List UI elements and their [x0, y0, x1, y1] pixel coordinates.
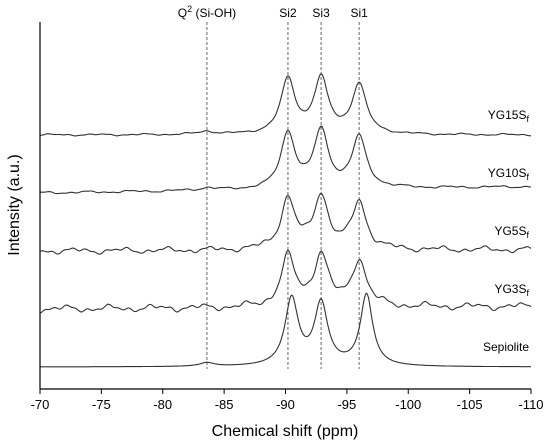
- axes: [39, 22, 531, 390]
- x-tick-label: -85: [215, 397, 234, 412]
- series-line: [39, 193, 532, 255]
- series-line: [39, 125, 531, 195]
- x-tick-label: -110: [518, 397, 543, 412]
- series-label: Sepiolite: [483, 340, 529, 354]
- reference-label: Si1: [350, 6, 368, 20]
- x-tick-label: -90: [276, 397, 295, 412]
- x-tick-label: -80: [153, 397, 172, 412]
- series-line: [40, 292, 531, 368]
- x-tick-label: -100: [395, 397, 421, 412]
- x-tick-label: -70: [31, 397, 50, 412]
- reference-label: Si3: [312, 6, 330, 20]
- series-line: [39, 73, 532, 137]
- x-axis-title: Chemical shift (ppm): [212, 423, 359, 440]
- x-tick-label: -95: [337, 397, 356, 412]
- x-tick-label: -75: [92, 397, 111, 412]
- series-line: [39, 249, 532, 314]
- series-label: YG10Sf: [488, 166, 530, 182]
- reference-lines: Q2 (Si-OH) Si2 Si3 Si1: [178, 4, 368, 369]
- series-label: YG15Sf: [488, 108, 530, 124]
- x-axis-ticks: -70 -75 -80 -85 -90 -95 -100 -105 -110: [31, 389, 544, 412]
- reference-label: Q2 (Si-OH): [178, 4, 236, 20]
- series-label: YG5Sf: [494, 224, 529, 240]
- spectra-series: YG15Sf YG10Sf YG5Sf YG3Sf Sepiolite: [39, 73, 532, 368]
- reference-label: Si2: [279, 6, 297, 20]
- series-label: YG3Sf: [494, 282, 529, 298]
- y-axis-title: Intensity (a.u.): [6, 154, 23, 255]
- x-tick-label: -105: [457, 397, 483, 412]
